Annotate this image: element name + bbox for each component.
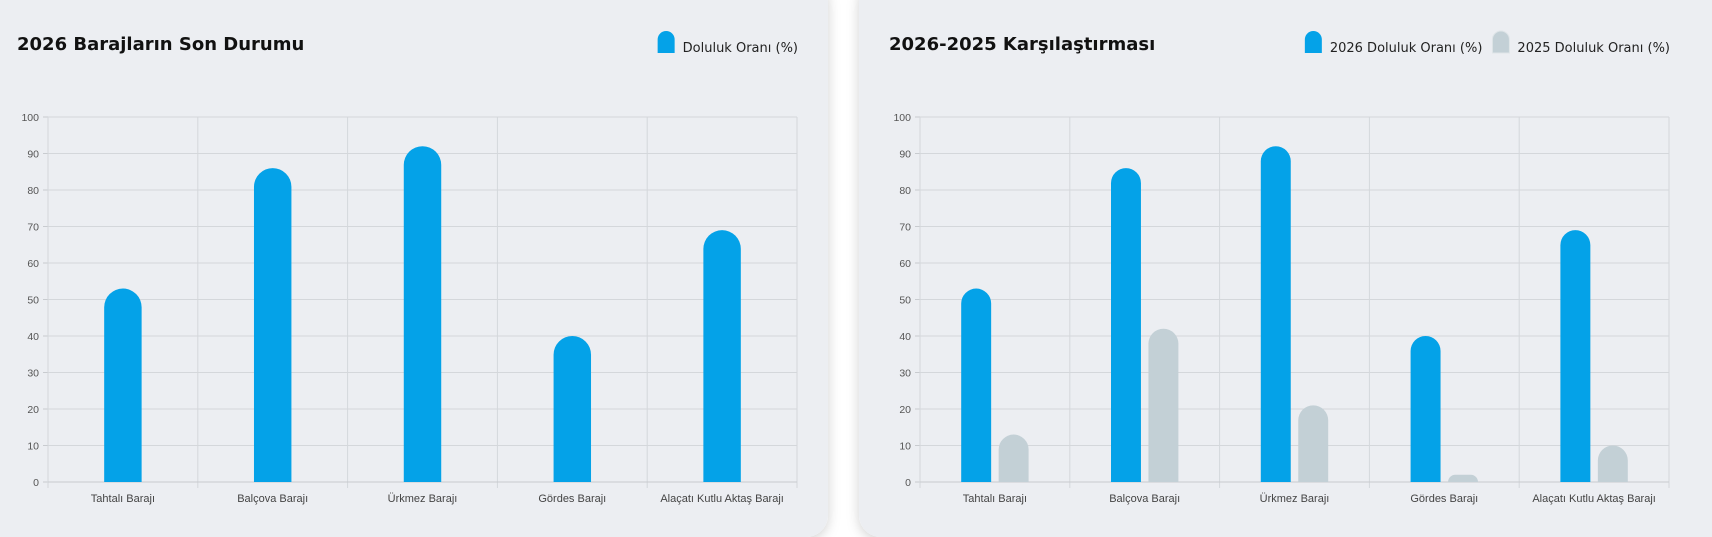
y-tick-label: 80: [899, 185, 911, 197]
y-tick-label: 40: [899, 331, 911, 343]
y-tick-label: 90: [27, 149, 39, 161]
x-tick-label: Ürkmez Barajı: [388, 493, 458, 505]
y-tick-label: 60: [899, 258, 911, 270]
y-tick-label: 10: [899, 441, 911, 453]
bar: [1110, 168, 1141, 482]
x-tick-label: Alaçatı Kutlu Aktaş Barajı: [1532, 493, 1656, 505]
bar: [104, 288, 142, 482]
x-tick-label: Balçova Barajı: [237, 493, 308, 505]
x-tick-label: Ürkmez Barajı: [1260, 493, 1330, 505]
legend-swatch: [657, 31, 675, 53]
y-tick-label: 50: [27, 295, 39, 307]
bar: [1260, 146, 1291, 482]
y-tick-label: 10: [27, 441, 39, 453]
y-tick-label: 30: [27, 368, 39, 380]
x-tick-label: Tahtalı Barajı: [963, 493, 1027, 505]
bar: [703, 230, 741, 482]
legend-label: 2025 Doluluk Oranı (%): [1517, 41, 1670, 56]
y-tick-label: 70: [27, 222, 39, 234]
legend-swatch: [1491, 30, 1510, 54]
bar: [253, 168, 292, 482]
y-tick-label: 60: [27, 258, 39, 270]
bar: [961, 288, 992, 482]
y-tick-label: 20: [899, 404, 911, 416]
bar: [1148, 328, 1179, 482]
bar: [1298, 405, 1329, 482]
x-tick-label: Gördes Barajı: [538, 493, 606, 505]
chart-title: 2026-2025 Karşılaştırması: [889, 34, 1155, 55]
bar: [1597, 445, 1628, 482]
y-tick-label: 80: [27, 185, 39, 197]
x-tick-label: Alaçatı Kutlu Aktaş Barajı: [660, 493, 784, 505]
x-tick-label: Tahtalı Barajı: [91, 493, 155, 505]
x-tick-label: Gördes Barajı: [1410, 493, 1478, 505]
legend-label: Doluluk Oranı (%): [683, 41, 798, 56]
legend-swatch: [1304, 31, 1322, 53]
bar: [1448, 474, 1479, 482]
y-tick-label: 0: [905, 477, 911, 489]
bar: [553, 336, 592, 482]
bar: [1410, 336, 1441, 482]
chart-title: 2026 Barajların Son Durumu: [17, 34, 304, 55]
y-tick-label: 30: [899, 368, 911, 380]
bar: [403, 146, 442, 482]
y-tick-label: 100: [21, 112, 39, 124]
bar: [1560, 230, 1591, 482]
y-tick-label: 0: [33, 477, 39, 489]
legend-label: 2026 Doluluk Oranı (%): [1330, 41, 1483, 56]
y-tick-label: 20: [27, 404, 39, 416]
y-tick-label: 100: [893, 112, 911, 124]
x-tick-label: Balçova Barajı: [1109, 493, 1180, 505]
y-tick-label: 90: [899, 149, 911, 161]
y-tick-label: 40: [27, 331, 39, 343]
y-tick-label: 70: [899, 222, 911, 234]
y-tick-label: 50: [899, 295, 911, 307]
bar: [998, 434, 1029, 482]
